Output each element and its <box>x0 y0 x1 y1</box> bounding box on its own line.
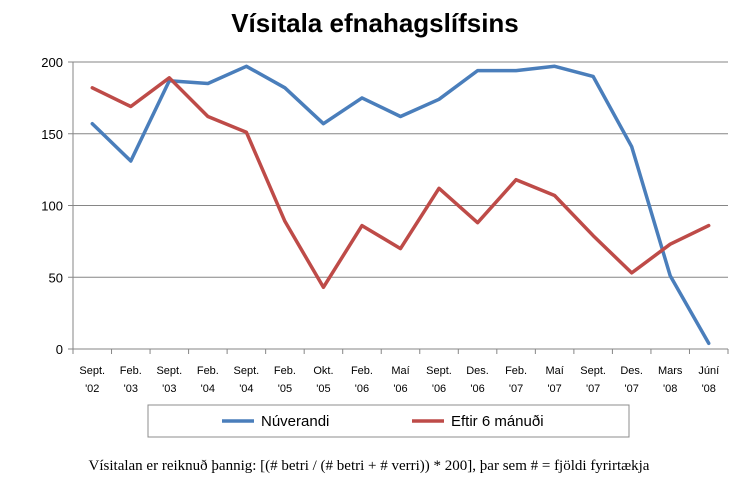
x-tick-label: Feb. '04 <box>197 365 219 395</box>
x-tick-label: Feb. '06 <box>351 365 373 395</box>
x-tick-label: Maí '07 <box>545 365 563 395</box>
chart: Vísitala efnahagslífsins 0 50 100 150 200 Sep… <box>41 8 729 438</box>
legend-label-eftir-6-manudi: Eftir 6 mánuði <box>451 413 544 430</box>
y-tick-label: 0 <box>56 342 63 357</box>
x-tick-label: Sept. '04 <box>234 365 260 395</box>
y-tick-label: 50 <box>49 270 63 285</box>
x-tick-label: Sept. '03 <box>156 365 182 395</box>
y-tick-label: 100 <box>41 199 63 214</box>
x-tick-label: Feb. '03 <box>120 365 142 395</box>
x-tick-label: Sept. '02 <box>79 365 105 395</box>
tick-labels: 0 50 100 150 200 Sept. '02 Feb. '03 Sept. '03 Feb. '… <box>41 55 719 395</box>
series-line-eftir-6-manudi <box>90 76 711 290</box>
x-tick-label: Sept. '06 <box>426 365 452 395</box>
legend-label-nuverandi: Núverandi <box>261 413 329 430</box>
chart-title: Vísitala efnahagslífsins <box>231 8 519 38</box>
footnote: Vísitalan er reiknuð þannig: [(# betri /… <box>88 458 650 474</box>
x-tick-label: Okt. '05 <box>313 365 333 395</box>
legend: Núverandi Eftir 6 mánuði <box>147 404 630 438</box>
series-line-nuverandi <box>90 64 711 346</box>
x-tick-label: Feb. '05 <box>274 365 296 395</box>
axes <box>68 61 729 354</box>
x-tick-label: Des. '06 <box>466 365 489 395</box>
x-tick-label: Maí '06 <box>391 365 409 395</box>
x-tick-label: Mars '08 <box>658 365 683 395</box>
y-tick-label: 150 <box>41 127 63 142</box>
x-tick-label: Feb. '07 <box>505 365 527 395</box>
legend-box <box>147 404 630 438</box>
series-lines <box>90 64 711 346</box>
x-tick-label: Júní '08 <box>698 365 719 395</box>
x-tick-label: Des. '07 <box>620 365 643 395</box>
gridlines <box>73 61 728 278</box>
x-tick-label: Sept. '07 <box>580 365 606 395</box>
y-tick-label: 200 <box>41 55 63 70</box>
